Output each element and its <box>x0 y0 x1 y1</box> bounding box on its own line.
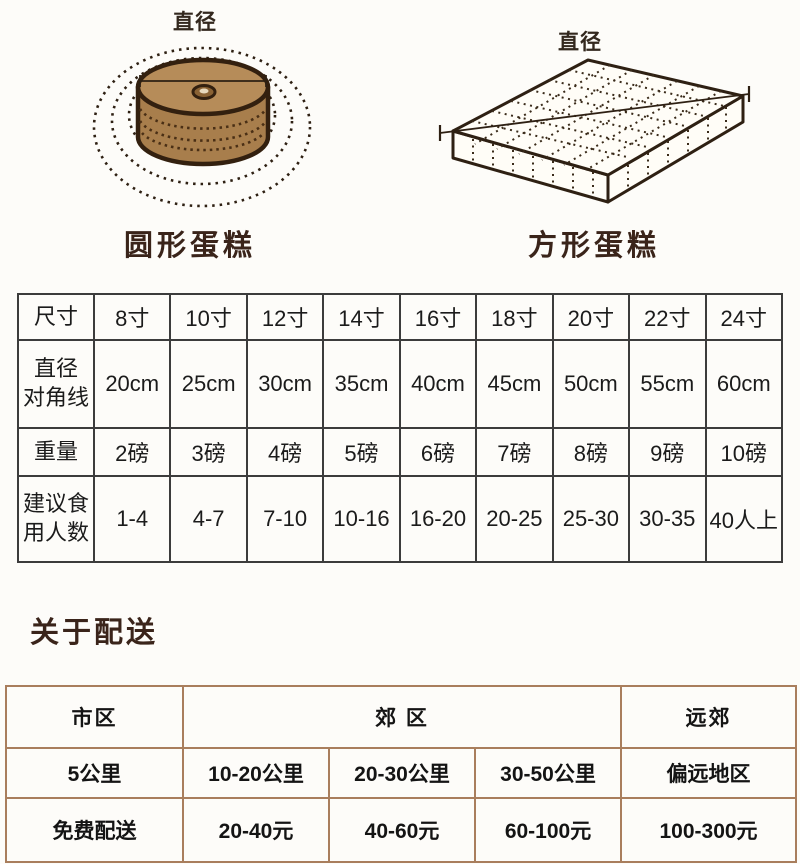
delivery-fee-table: 市区 郊 区 远郊 5公里 10-20公里 20-30公里 30-50公里 偏远… <box>5 685 798 863</box>
distance-cell: 30-50公里 <box>473 747 623 799</box>
weight-cell: 8磅 <box>551 427 631 477</box>
size-row-weight: 重量 2磅 3磅 4磅 5磅 6磅 7磅 8磅 9磅 10磅 <box>17 427 783 477</box>
size-cell: 22寸 <box>628 293 707 341</box>
diameter-row-label: 直径 对角线 <box>17 339 95 429</box>
diameter-cell: 45cm <box>475 339 554 429</box>
diameter-cell: 55cm <box>628 339 707 429</box>
diameter-cell: 20cm <box>92 339 172 429</box>
zone-suburb: 郊 区 <box>181 685 623 749</box>
servings-cell: 30-35 <box>628 475 707 563</box>
size-cell: 12寸 <box>245 293 325 341</box>
price-cell: 60-100元 <box>473 797 623 863</box>
zone-city: 市区 <box>5 685 184 749</box>
weight-cell: 7磅 <box>475 427 554 477</box>
size-row-servings: 建议食 用人数 1-4 4-7 7-10 10-16 16-20 20-25 2… <box>17 475 783 563</box>
weight-cell: 3磅 <box>169 427 248 477</box>
size-cell: 8寸 <box>92 293 172 341</box>
distance-cell: 20-30公里 <box>328 747 476 799</box>
cake-size-table: 尺寸 8寸 10寸 12寸 14寸 16寸 18寸 20寸 22寸 24寸 直径… <box>17 293 783 563</box>
servings-cell: 25-30 <box>551 475 631 563</box>
round-cake-icon <box>92 46 312 208</box>
diameter-cell: 25cm <box>169 339 248 429</box>
weight-row-label: 重量 <box>17 427 95 477</box>
weight-cell: 4磅 <box>245 427 325 477</box>
size-cell: 16寸 <box>398 293 478 341</box>
delivery-section-title: 关于配送 <box>30 617 159 649</box>
servings-cell: 16-20 <box>398 475 478 563</box>
size-row-label: 尺寸 <box>17 293 95 341</box>
price-cell: 免费配送 <box>5 797 184 863</box>
diameter-cell: 30cm <box>245 339 325 429</box>
diameter-cell: 50cm <box>551 339 631 429</box>
weight-cell: 9磅 <box>628 427 707 477</box>
weight-cell: 2磅 <box>92 427 172 477</box>
diameter-cell: 40cm <box>398 339 478 429</box>
round-diameter-label: 直径 <box>173 11 217 34</box>
round-cake-caption: 圆形蛋糕 <box>124 230 257 262</box>
servings-cell: 40人上 <box>704 475 783 563</box>
delivery-zone-row: 市区 郊 区 远郊 <box>5 685 798 749</box>
size-row-diameter: 直径 对角线 20cm 25cm 30cm 35cm 40cm 45cm 50c… <box>17 339 783 429</box>
zone-far-suburb: 远郊 <box>620 685 798 749</box>
price-cell: 40-60元 <box>328 797 476 863</box>
servings-cell: 1-4 <box>92 475 172 563</box>
servings-cell: 7-10 <box>245 475 325 563</box>
size-cell: 18寸 <box>475 293 554 341</box>
servings-cell: 10-16 <box>322 475 401 563</box>
square-diameter-label: 直径 <box>558 31 602 54</box>
delivery-price-row: 免费配送 20-40元 40-60元 60-100元 100-300元 <box>5 797 798 863</box>
distance-cell: 偏远地区 <box>620 747 798 799</box>
square-cake-icon <box>438 58 751 204</box>
diameter-cell: 60cm <box>704 339 783 429</box>
weight-cell: 6磅 <box>398 427 478 477</box>
price-cell: 20-40元 <box>182 797 330 863</box>
distance-cell: 10-20公里 <box>182 747 330 799</box>
diameter-cell: 35cm <box>322 339 401 429</box>
size-cell: 14寸 <box>322 293 401 341</box>
price-cell: 100-300元 <box>620 797 798 863</box>
size-cell: 20寸 <box>551 293 631 341</box>
servings-cell: 20-25 <box>475 475 554 563</box>
size-row-size: 尺寸 8寸 10寸 12寸 14寸 16寸 18寸 20寸 22寸 24寸 <box>17 293 783 341</box>
servings-cell: 4-7 <box>169 475 248 563</box>
servings-row-label: 建议食 用人数 <box>17 475 95 563</box>
square-cake-caption: 方形蛋糕 <box>528 230 661 262</box>
distance-cell: 5公里 <box>5 747 184 799</box>
size-cell: 10寸 <box>169 293 248 341</box>
size-cell: 24寸 <box>704 293 783 341</box>
weight-cell: 5磅 <box>322 427 401 477</box>
illustration-row: 直径 直径 <box>0 0 800 270</box>
weight-cell: 10磅 <box>704 427 783 477</box>
delivery-distance-row: 5公里 10-20公里 20-30公里 30-50公里 偏远地区 <box>5 747 798 799</box>
